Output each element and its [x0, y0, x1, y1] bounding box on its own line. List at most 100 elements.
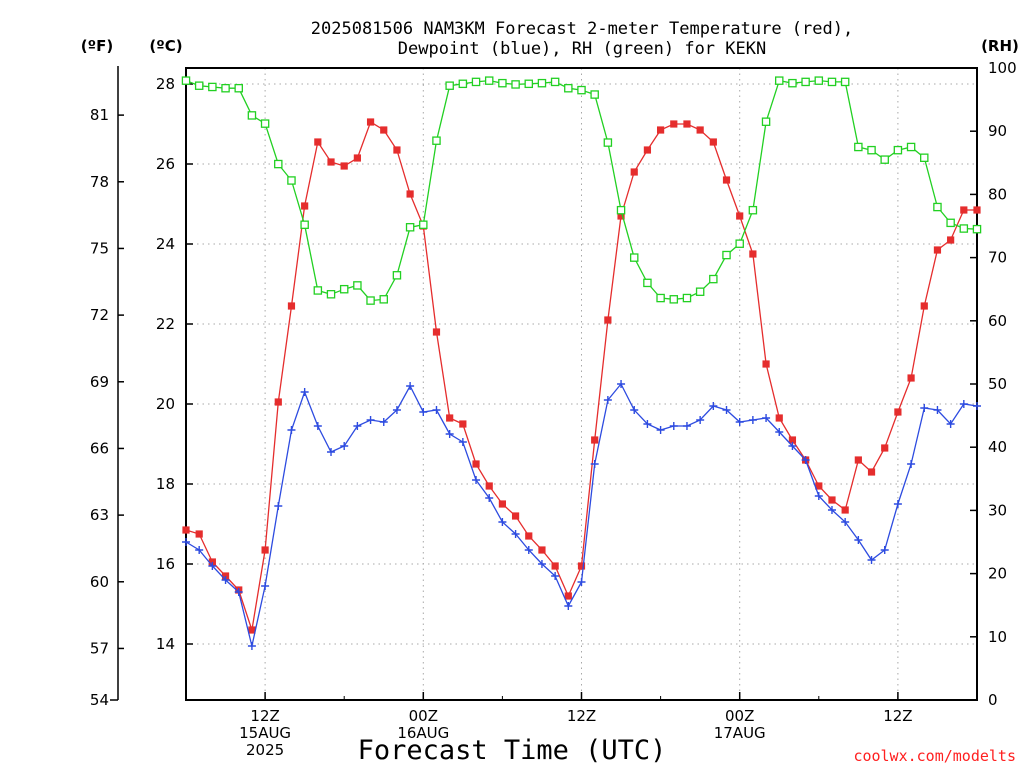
temperature-point — [261, 546, 269, 554]
fahrenheit-tick-label: 57 — [90, 639, 109, 657]
dewpoint-point — [748, 416, 757, 424]
dewpoint-point — [392, 406, 401, 414]
rh-point — [419, 220, 428, 229]
dewpoint-point — [775, 428, 784, 436]
rh-point — [695, 287, 705, 296]
rh-point — [274, 159, 283, 169]
rh-point — [432, 136, 441, 145]
dewpoint-point — [208, 562, 217, 570]
rh-unit-label: (RH) — [981, 37, 1019, 55]
dewpoint-point — [907, 460, 916, 468]
temperature-point — [604, 316, 612, 324]
temperature-point — [195, 530, 203, 538]
rh-point — [867, 145, 876, 155]
celsius-tick-label: 14 — [156, 635, 175, 653]
temperature-point — [314, 138, 322, 146]
rh-tick-label: 80 — [988, 185, 1007, 203]
rh-point — [537, 78, 547, 88]
rh-point — [247, 111, 257, 120]
temperature-point — [287, 302, 296, 310]
rh-point — [775, 76, 784, 85]
rh-point — [669, 295, 679, 304]
temperature-point — [617, 212, 625, 220]
temperature-point — [525, 532, 533, 540]
dewpoint-point — [234, 588, 243, 596]
credit-text: coolwx.com/modelts — [853, 747, 1016, 765]
dewpoint-point — [590, 460, 599, 468]
rh-point — [234, 83, 243, 93]
rh-tick-label: 20 — [988, 565, 1007, 583]
fahrenheit-tick-label: 69 — [90, 373, 109, 391]
celsius-tick-label: 24 — [156, 235, 175, 253]
dewpoint-point — [801, 456, 810, 464]
dewpoint-point — [182, 538, 190, 546]
fahrenheit-tick-label: 78 — [90, 173, 109, 191]
dewpoint-point — [445, 430, 454, 438]
rh-point — [946, 218, 955, 228]
dewpoint-point — [564, 602, 573, 610]
axes — [110, 66, 978, 701]
temperature-point — [973, 206, 981, 214]
dewpoint-point — [788, 442, 797, 450]
dewpoint-point — [472, 476, 481, 484]
rh-point — [445, 81, 454, 90]
fahrenheit-tick-label: 81 — [90, 106, 109, 124]
dewpoint-point — [959, 400, 968, 408]
dewpoint-point — [379, 418, 388, 426]
rh-point — [616, 205, 626, 215]
rh-point — [300, 220, 309, 229]
dewpoint-point — [432, 406, 441, 414]
x-tick-label: 15AUG — [239, 724, 291, 742]
temperature-point — [380, 126, 388, 134]
dewpoint-point — [406, 382, 415, 390]
rh-point — [353, 281, 362, 290]
temperature-point — [775, 414, 783, 422]
fahrenheit-tick-label: 72 — [90, 306, 109, 324]
celsius-tick-label: 28 — [156, 75, 175, 93]
rh-point — [511, 80, 520, 89]
dewpoint-point — [313, 422, 322, 430]
rh-point — [405, 223, 415, 232]
temperature-point — [327, 158, 335, 166]
temperature-point — [749, 250, 757, 258]
fahrenheit-tick-label: 75 — [90, 239, 109, 257]
rh-point — [524, 79, 534, 89]
temperature-point — [867, 468, 876, 476]
tick-labels: 57 60 63 66 69 72 75 78 81 54 14 16 18 20 22 24 26 28 0 10 2… — [90, 59, 1017, 759]
rh-point — [959, 224, 969, 233]
rh-tick-label: 60 — [988, 312, 1007, 330]
dewpoint-point — [973, 402, 981, 410]
dewpoint-point — [366, 416, 375, 424]
dewpoint-point — [762, 414, 771, 422]
rh-point — [788, 78, 797, 88]
rh-point — [287, 176, 296, 185]
rh-point — [933, 202, 942, 212]
temperature-point — [696, 126, 704, 134]
rh-point — [854, 142, 863, 152]
rh-tick-label: 50 — [988, 375, 1007, 393]
dewpoint-point — [524, 546, 533, 554]
temperature-point — [446, 414, 454, 422]
fahrenheit-tick-label: 63 — [90, 506, 109, 524]
dewpoint-point — [458, 438, 467, 446]
dewpoint-point — [221, 576, 230, 584]
temperature-point — [591, 436, 599, 444]
rh-point — [458, 79, 468, 89]
dewpoint-point — [696, 416, 705, 424]
rh-tick-label: 70 — [988, 249, 1007, 267]
rh-point — [893, 145, 903, 155]
temperature-point — [498, 500, 506, 508]
temperature-point — [564, 592, 572, 600]
rh-point — [643, 278, 652, 288]
rh-point — [880, 155, 889, 164]
temperature-point — [920, 302, 928, 310]
temperature-point — [907, 374, 915, 382]
temperature-point — [432, 328, 441, 336]
rh-point — [564, 83, 573, 93]
dewpoint-point — [511, 530, 520, 538]
temperature-point — [854, 456, 862, 464]
temperature-point — [788, 436, 797, 444]
rh-point — [827, 77, 837, 87]
dewpoint-point — [656, 426, 665, 434]
temperature-point — [841, 506, 849, 514]
